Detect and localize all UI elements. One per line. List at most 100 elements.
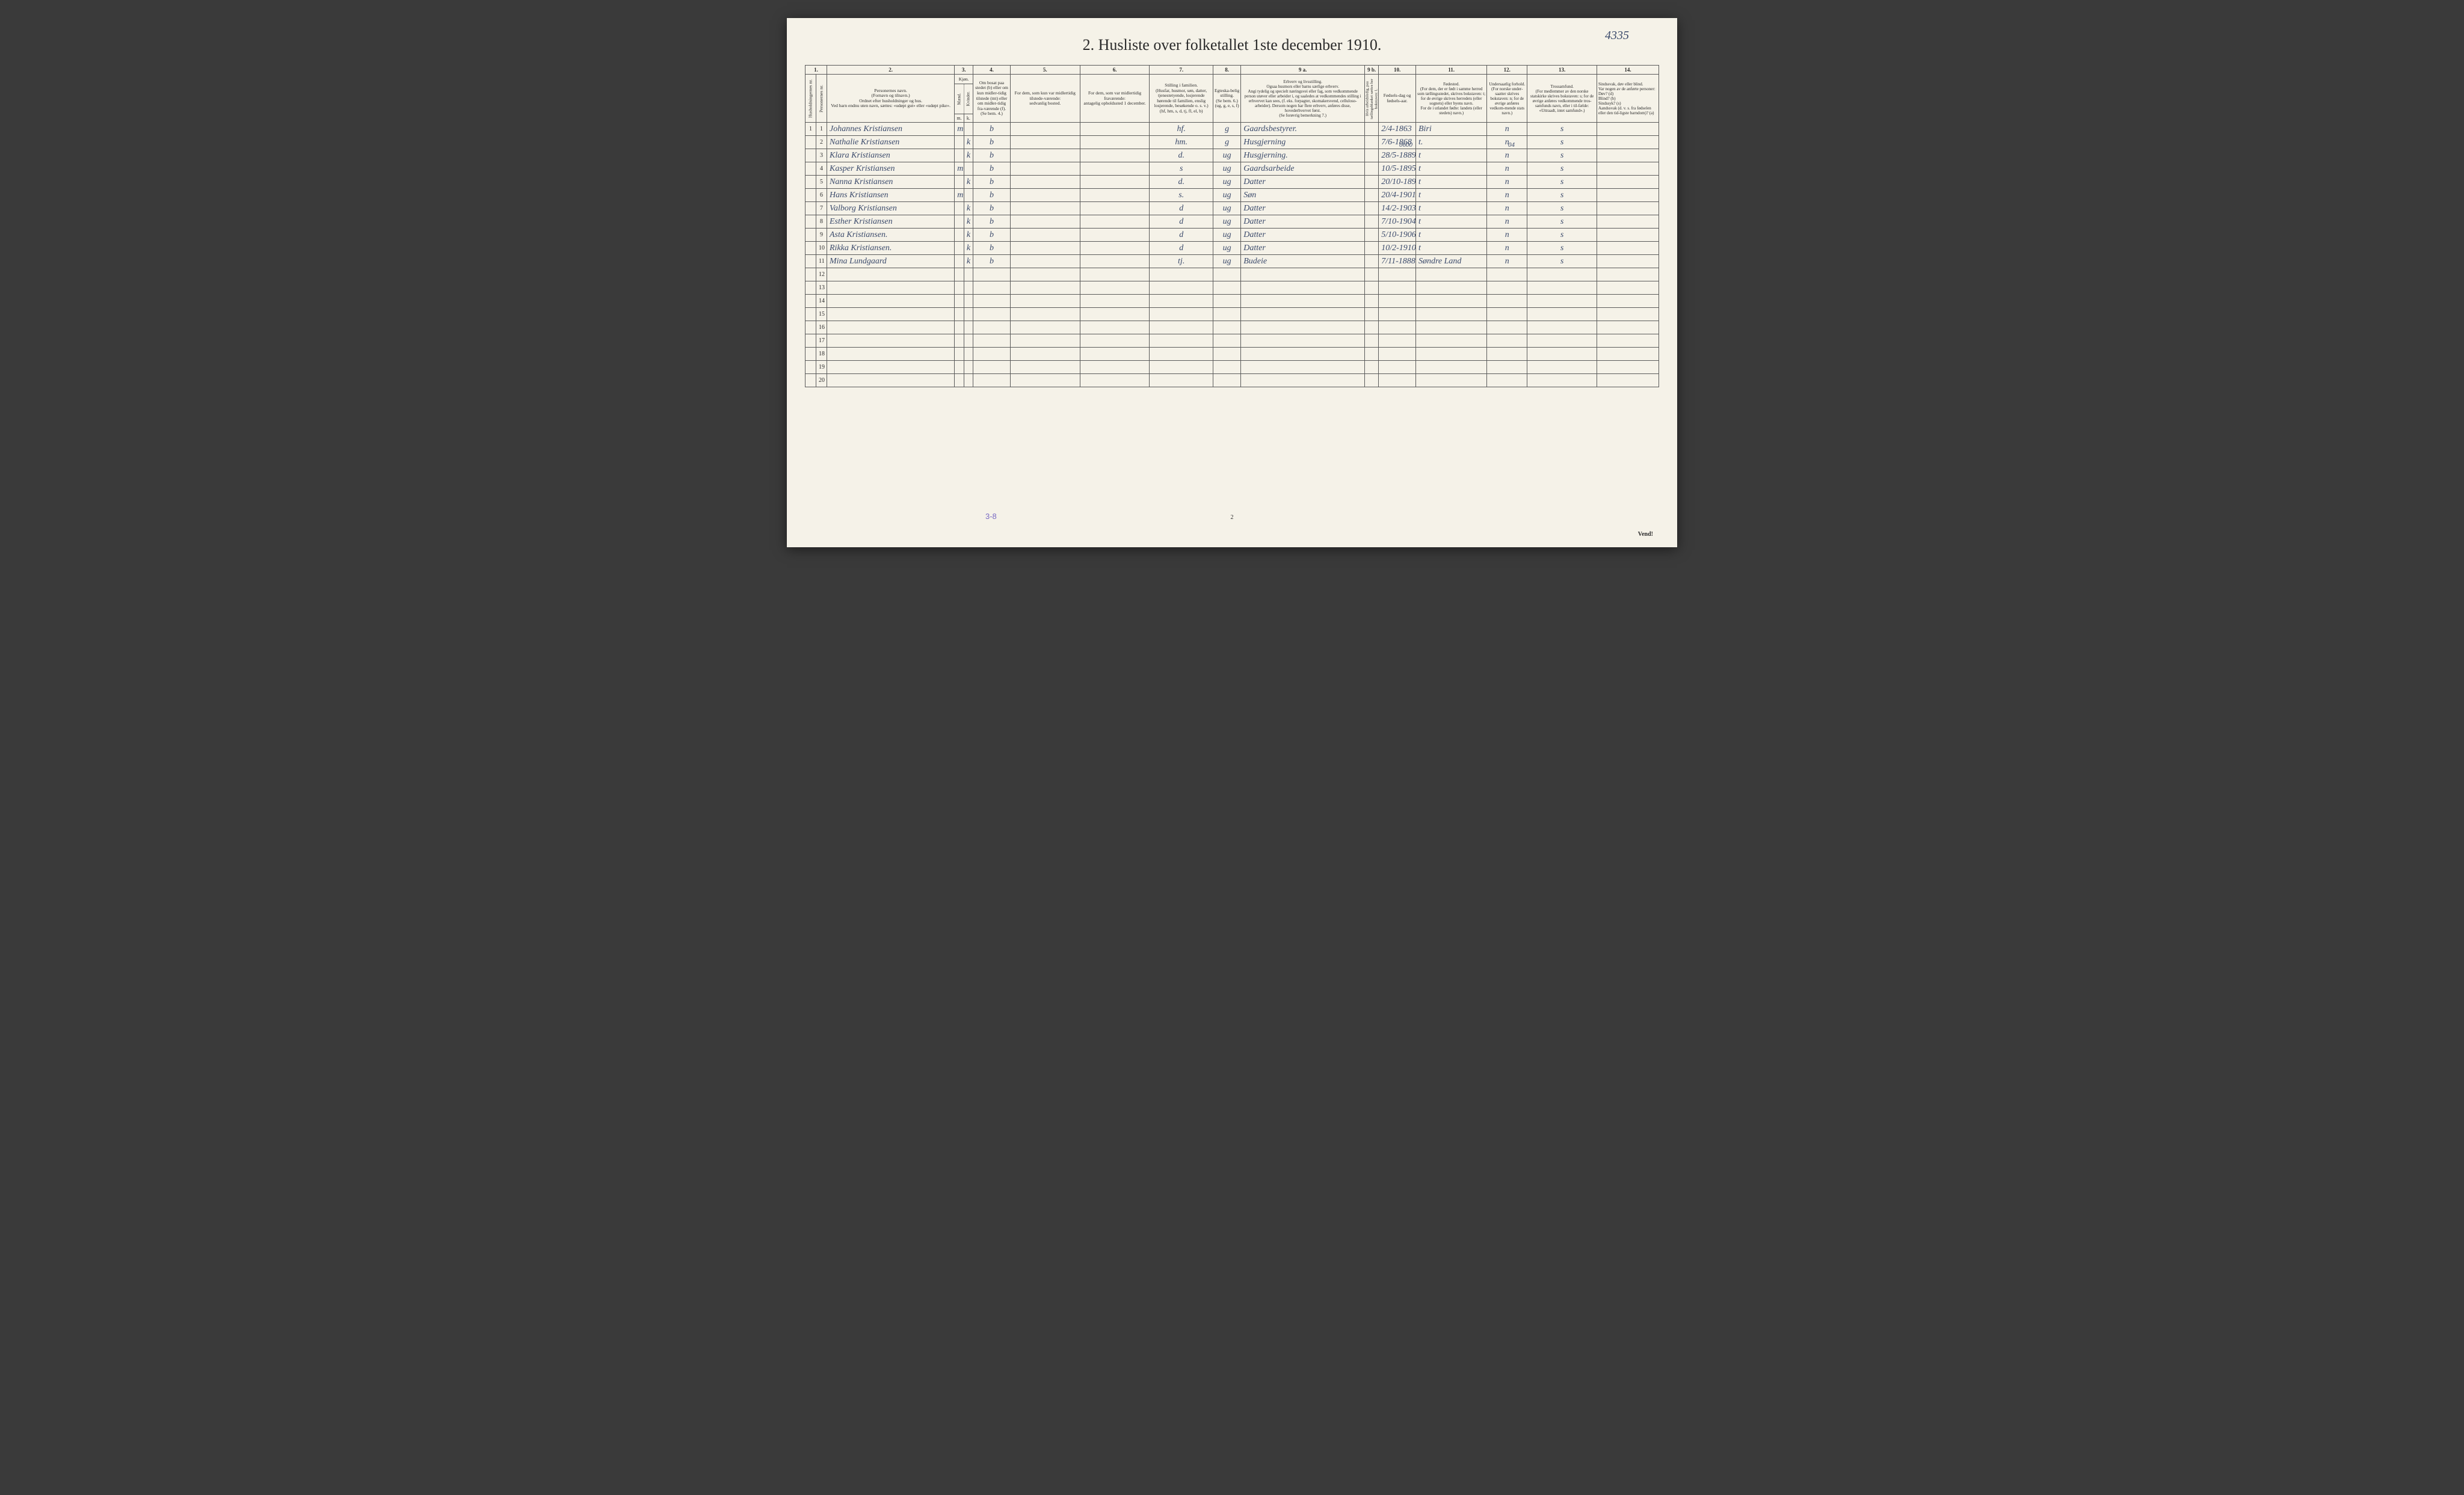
cell-c5 — [1010, 189, 1080, 202]
cell-empty — [1080, 268, 1150, 281]
cell-empty — [1150, 308, 1213, 321]
table-row-empty: 20 — [805, 374, 1659, 387]
col-number: 4. — [973, 66, 1011, 75]
cell-m — [955, 149, 964, 162]
cell-c10: 14/2-1903 — [1379, 202, 1416, 215]
cell-c12: n — [1487, 162, 1527, 176]
cell-empty — [1597, 361, 1659, 374]
cell-empty: 18 — [816, 348, 827, 361]
cell-empty — [1213, 321, 1240, 334]
cell-empty — [1213, 334, 1240, 348]
cell-c12: n — [1487, 123, 1527, 136]
cell-m: m — [955, 189, 964, 202]
cell-pn: 1 — [816, 123, 827, 136]
cell-c11: Biri — [1415, 123, 1486, 136]
cell-c5 — [1010, 123, 1080, 136]
vend-label: Vend! — [1638, 531, 1653, 538]
cell-c5 — [1010, 242, 1080, 255]
cell-empty — [964, 295, 973, 308]
cell-c9a: Datter — [1241, 229, 1365, 242]
cell-c5 — [1010, 255, 1080, 268]
cell-empty — [964, 374, 973, 387]
cell-c7: d — [1150, 229, 1213, 242]
cell-c8: g — [1213, 123, 1240, 136]
cell-empty — [1527, 361, 1597, 374]
cell-c12: n — [1487, 149, 1527, 162]
cell-empty — [1487, 374, 1527, 387]
cell-empty — [827, 321, 955, 334]
cell-empty — [1365, 281, 1379, 295]
cell-hn — [805, 202, 816, 215]
cell-c11: t — [1415, 189, 1486, 202]
cell-c14 — [1597, 149, 1659, 162]
cell-c9a: Datter — [1241, 242, 1365, 255]
cell-c9b — [1365, 176, 1379, 189]
table-row: 10Rikka Kristiansen.kbdugDatter10/2-1910… — [805, 242, 1659, 255]
cell-empty — [964, 268, 973, 281]
cell-empty — [1150, 348, 1213, 361]
col-number: 2. — [827, 66, 955, 75]
cell-c6 — [1080, 255, 1150, 268]
col-number: 12. — [1487, 66, 1527, 75]
cell-empty — [1150, 295, 1213, 308]
cell-name: Mina Lundgaard — [827, 255, 955, 268]
cell-hn — [805, 189, 816, 202]
cell-empty — [955, 361, 964, 374]
cell-c7: d. — [1150, 176, 1213, 189]
cell-c10: 10/2-1910 — [1379, 242, 1416, 255]
table-row: 4Kasper KristiansenmbsugGaardsarbeide10/… — [805, 162, 1659, 176]
cell-c12: n — [1487, 202, 1527, 215]
cell-c14 — [1597, 255, 1659, 268]
cell-empty — [973, 281, 1011, 295]
cell-empty — [1415, 334, 1486, 348]
cell-b: b — [973, 123, 1011, 136]
cell-hn — [805, 255, 816, 268]
cell-c5 — [1010, 149, 1080, 162]
cell-c10: 5/10-1906 — [1379, 229, 1416, 242]
cell-c12: n — [1487, 176, 1527, 189]
cell-name: Esther Kristiansen — [827, 215, 955, 229]
cell-empty — [1010, 374, 1080, 387]
header-husholdning-nr: Husholdningernes nr. — [805, 75, 816, 123]
cell-c5 — [1010, 229, 1080, 242]
cell-empty — [827, 281, 955, 295]
cell-empty — [1241, 374, 1365, 387]
cell-empty — [973, 374, 1011, 387]
col-number: 7. — [1150, 66, 1213, 75]
cell-b: b — [973, 215, 1011, 229]
cell-empty — [1527, 281, 1597, 295]
cell-m — [955, 255, 964, 268]
header-person-nr: Personernes nr. — [816, 75, 827, 123]
cell-empty — [805, 308, 816, 321]
cell-empty — [1597, 334, 1659, 348]
table-row: 11Johannes Kristiansenmbhf.gGaardsbestyr… — [805, 123, 1659, 136]
header-k: k. — [964, 114, 973, 123]
cell-c6 — [1080, 123, 1150, 136]
cell-empty — [973, 361, 1011, 374]
cell-c11: t — [1415, 162, 1486, 176]
cell-c10: 7/10-1904 — [1379, 215, 1416, 229]
cell-c11: t — [1415, 242, 1486, 255]
cell-c12: n — [1487, 255, 1527, 268]
corner-annotation: 4335 — [1605, 29, 1629, 43]
cell-empty — [1487, 295, 1527, 308]
cell-c14 — [1597, 215, 1659, 229]
cell-empty — [964, 281, 973, 295]
cell-empty — [1241, 321, 1365, 334]
cell-c9a: Datter — [1241, 176, 1365, 189]
cell-empty — [1415, 374, 1486, 387]
header-maend: Mænd. — [955, 84, 964, 114]
cell-c14 — [1597, 242, 1659, 255]
cell-hn — [805, 242, 816, 255]
cell-c9b — [1365, 215, 1379, 229]
cell-empty — [1010, 334, 1080, 348]
cell-c8: ug — [1213, 215, 1240, 229]
col-number: 13. — [1527, 66, 1597, 75]
cell-empty — [1597, 268, 1659, 281]
cell-name: Hans Kristiansen — [827, 189, 955, 202]
cell-empty — [1213, 348, 1240, 361]
cell-empty — [973, 268, 1011, 281]
cell-empty — [1080, 334, 1150, 348]
cell-pn: 2 — [816, 136, 827, 149]
cell-empty — [1415, 348, 1486, 361]
